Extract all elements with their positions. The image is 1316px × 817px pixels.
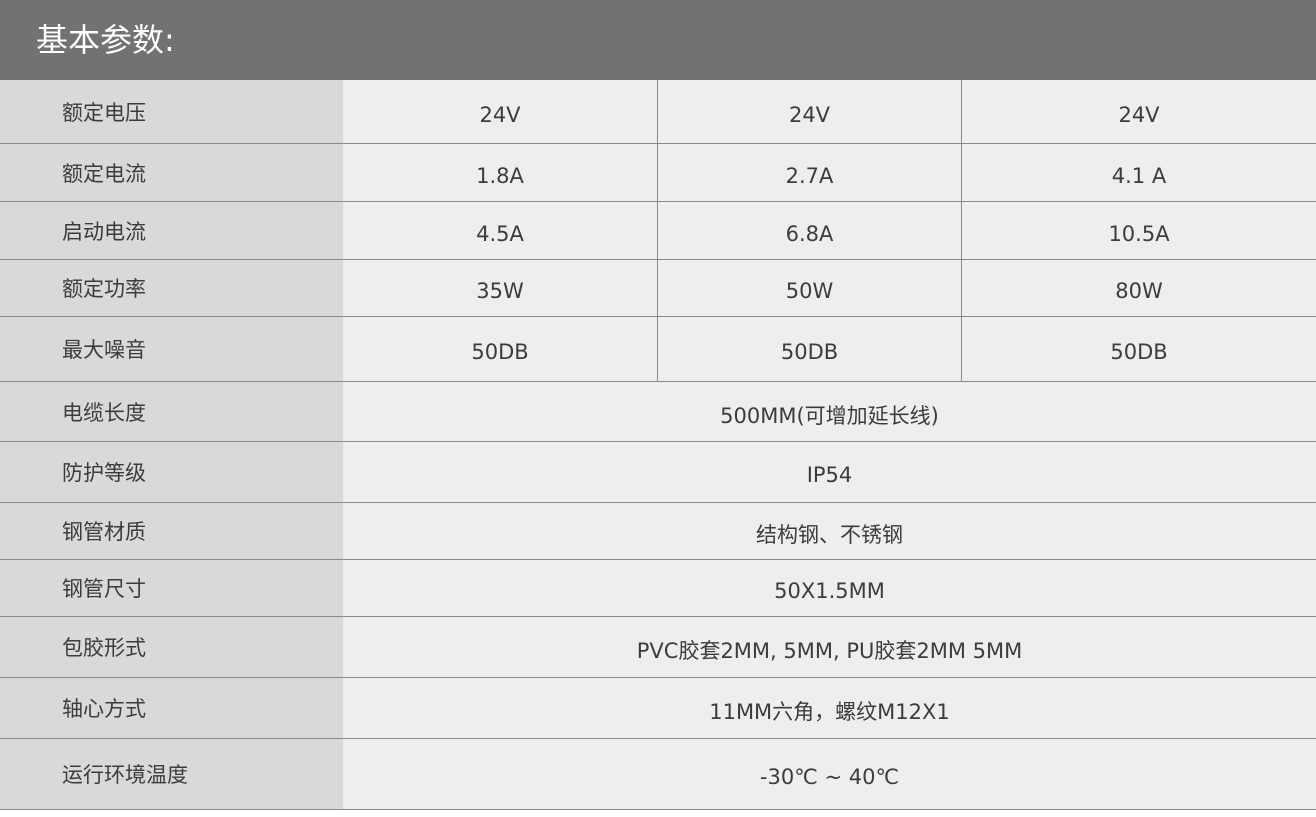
value-cell: 35W — [343, 260, 658, 316]
row-label: 电缆长度 — [0, 382, 343, 441]
value-cell: 50DB — [343, 317, 658, 381]
value-cell: 11MM六角，螺纹M12X1 — [709, 700, 950, 724]
value-cell: 24V — [658, 80, 962, 143]
value-cell: 24V — [343, 80, 658, 143]
table-row: 运行环境温度 -30℃ ~ 40℃ — [0, 739, 1316, 810]
value-cell: 24V — [1118, 102, 1160, 127]
value-cell: 80W — [1115, 279, 1163, 303]
value-cell: 500MM(可增加延长线) — [720, 403, 939, 428]
row-values: 24V 24V 24V — [343, 80, 1316, 143]
row-label: 启动电流 — [0, 202, 343, 259]
table-row: 额定电压 24V 24V 24V — [0, 80, 1316, 144]
row-values: PVC胶套2MM, 5MM, PU胶套2MM 5MM — [343, 617, 1316, 677]
row-values: 50DB 50DB 50DB — [343, 317, 1316, 381]
row-values: -30℃ ~ 40℃ — [343, 739, 1316, 809]
table-row: 防护等级 IP54 — [0, 442, 1316, 503]
table-row: 最大噪音 50DB 50DB 50DB — [0, 317, 1316, 382]
row-label: 钢管尺寸 — [0, 560, 343, 616]
row-label: 运行环境温度 — [0, 739, 343, 809]
table-row: 电缆长度 500MM(可增加延长线) — [0, 382, 1316, 442]
value-cell: 50X1.5MM — [774, 579, 885, 603]
row-label: 轴心方式 — [0, 678, 343, 738]
row-label: 最大噪音 — [0, 317, 343, 381]
value-cell: 50DB — [658, 317, 962, 381]
value-cell: 6.8A — [658, 202, 962, 259]
row-label: 额定电压 — [0, 80, 343, 143]
row-label: 额定功率 — [0, 260, 343, 316]
spec-table: 额定电压 24V 24V 24V 额定电流 1.8A 2.7A 4.1 A 启动电流 4.5A 6.… — [0, 80, 1316, 810]
value-cell: 4.1 A — [1111, 163, 1167, 188]
value-cell: 50W — [658, 260, 962, 316]
table-row: 额定功率 35W 50W 80W — [0, 260, 1316, 317]
table-row: 轴心方式 11MM六角，螺纹M12X1 — [0, 678, 1316, 739]
section-title: 基本参数: — [0, 0, 1316, 80]
row-label: 防护等级 — [0, 442, 343, 502]
value-cell: 1.8A — [343, 144, 658, 201]
value-cell: 50DB — [1110, 340, 1168, 364]
row-values: 500MM(可增加延长线) — [343, 382, 1316, 441]
value-cell: -30℃ ~ 40℃ — [759, 765, 900, 789]
value-cell: 结构钢、不锈钢 — [756, 523, 903, 547]
table-row: 包胶形式 PVC胶套2MM, 5MM, PU胶套2MM 5MM — [0, 617, 1316, 678]
value-cell: 4.5A — [343, 202, 658, 259]
value-cell: 10.5A — [1108, 221, 1170, 246]
row-label: 包胶形式 — [0, 617, 343, 677]
row-label: 额定电流 — [0, 144, 343, 201]
value-cell: 2.7A — [658, 144, 962, 201]
row-label: 钢管材质 — [0, 503, 343, 559]
row-values: IP54 — [343, 442, 1316, 502]
table-row: 启动电流 4.5A 6.8A 10.5A — [0, 202, 1316, 260]
row-values: 1.8A 2.7A 4.1 A — [343, 144, 1316, 201]
table-row: 额定电流 1.8A 2.7A 4.1 A — [0, 144, 1316, 202]
value-cell: PVC胶套2MM, 5MM, PU胶套2MM 5MM — [636, 639, 1023, 663]
row-values: 4.5A 6.8A 10.5A — [343, 202, 1316, 259]
row-values: 结构钢、不锈钢 — [343, 503, 1316, 559]
table-row: 钢管材质 结构钢、不锈钢 — [0, 503, 1316, 560]
value-cell: IP54 — [806, 463, 853, 487]
row-values: 50X1.5MM — [343, 560, 1316, 616]
row-values: 35W 50W 80W — [343, 260, 1316, 316]
table-row: 钢管尺寸 50X1.5MM — [0, 560, 1316, 617]
row-values: 11MM六角，螺纹M12X1 — [343, 678, 1316, 738]
